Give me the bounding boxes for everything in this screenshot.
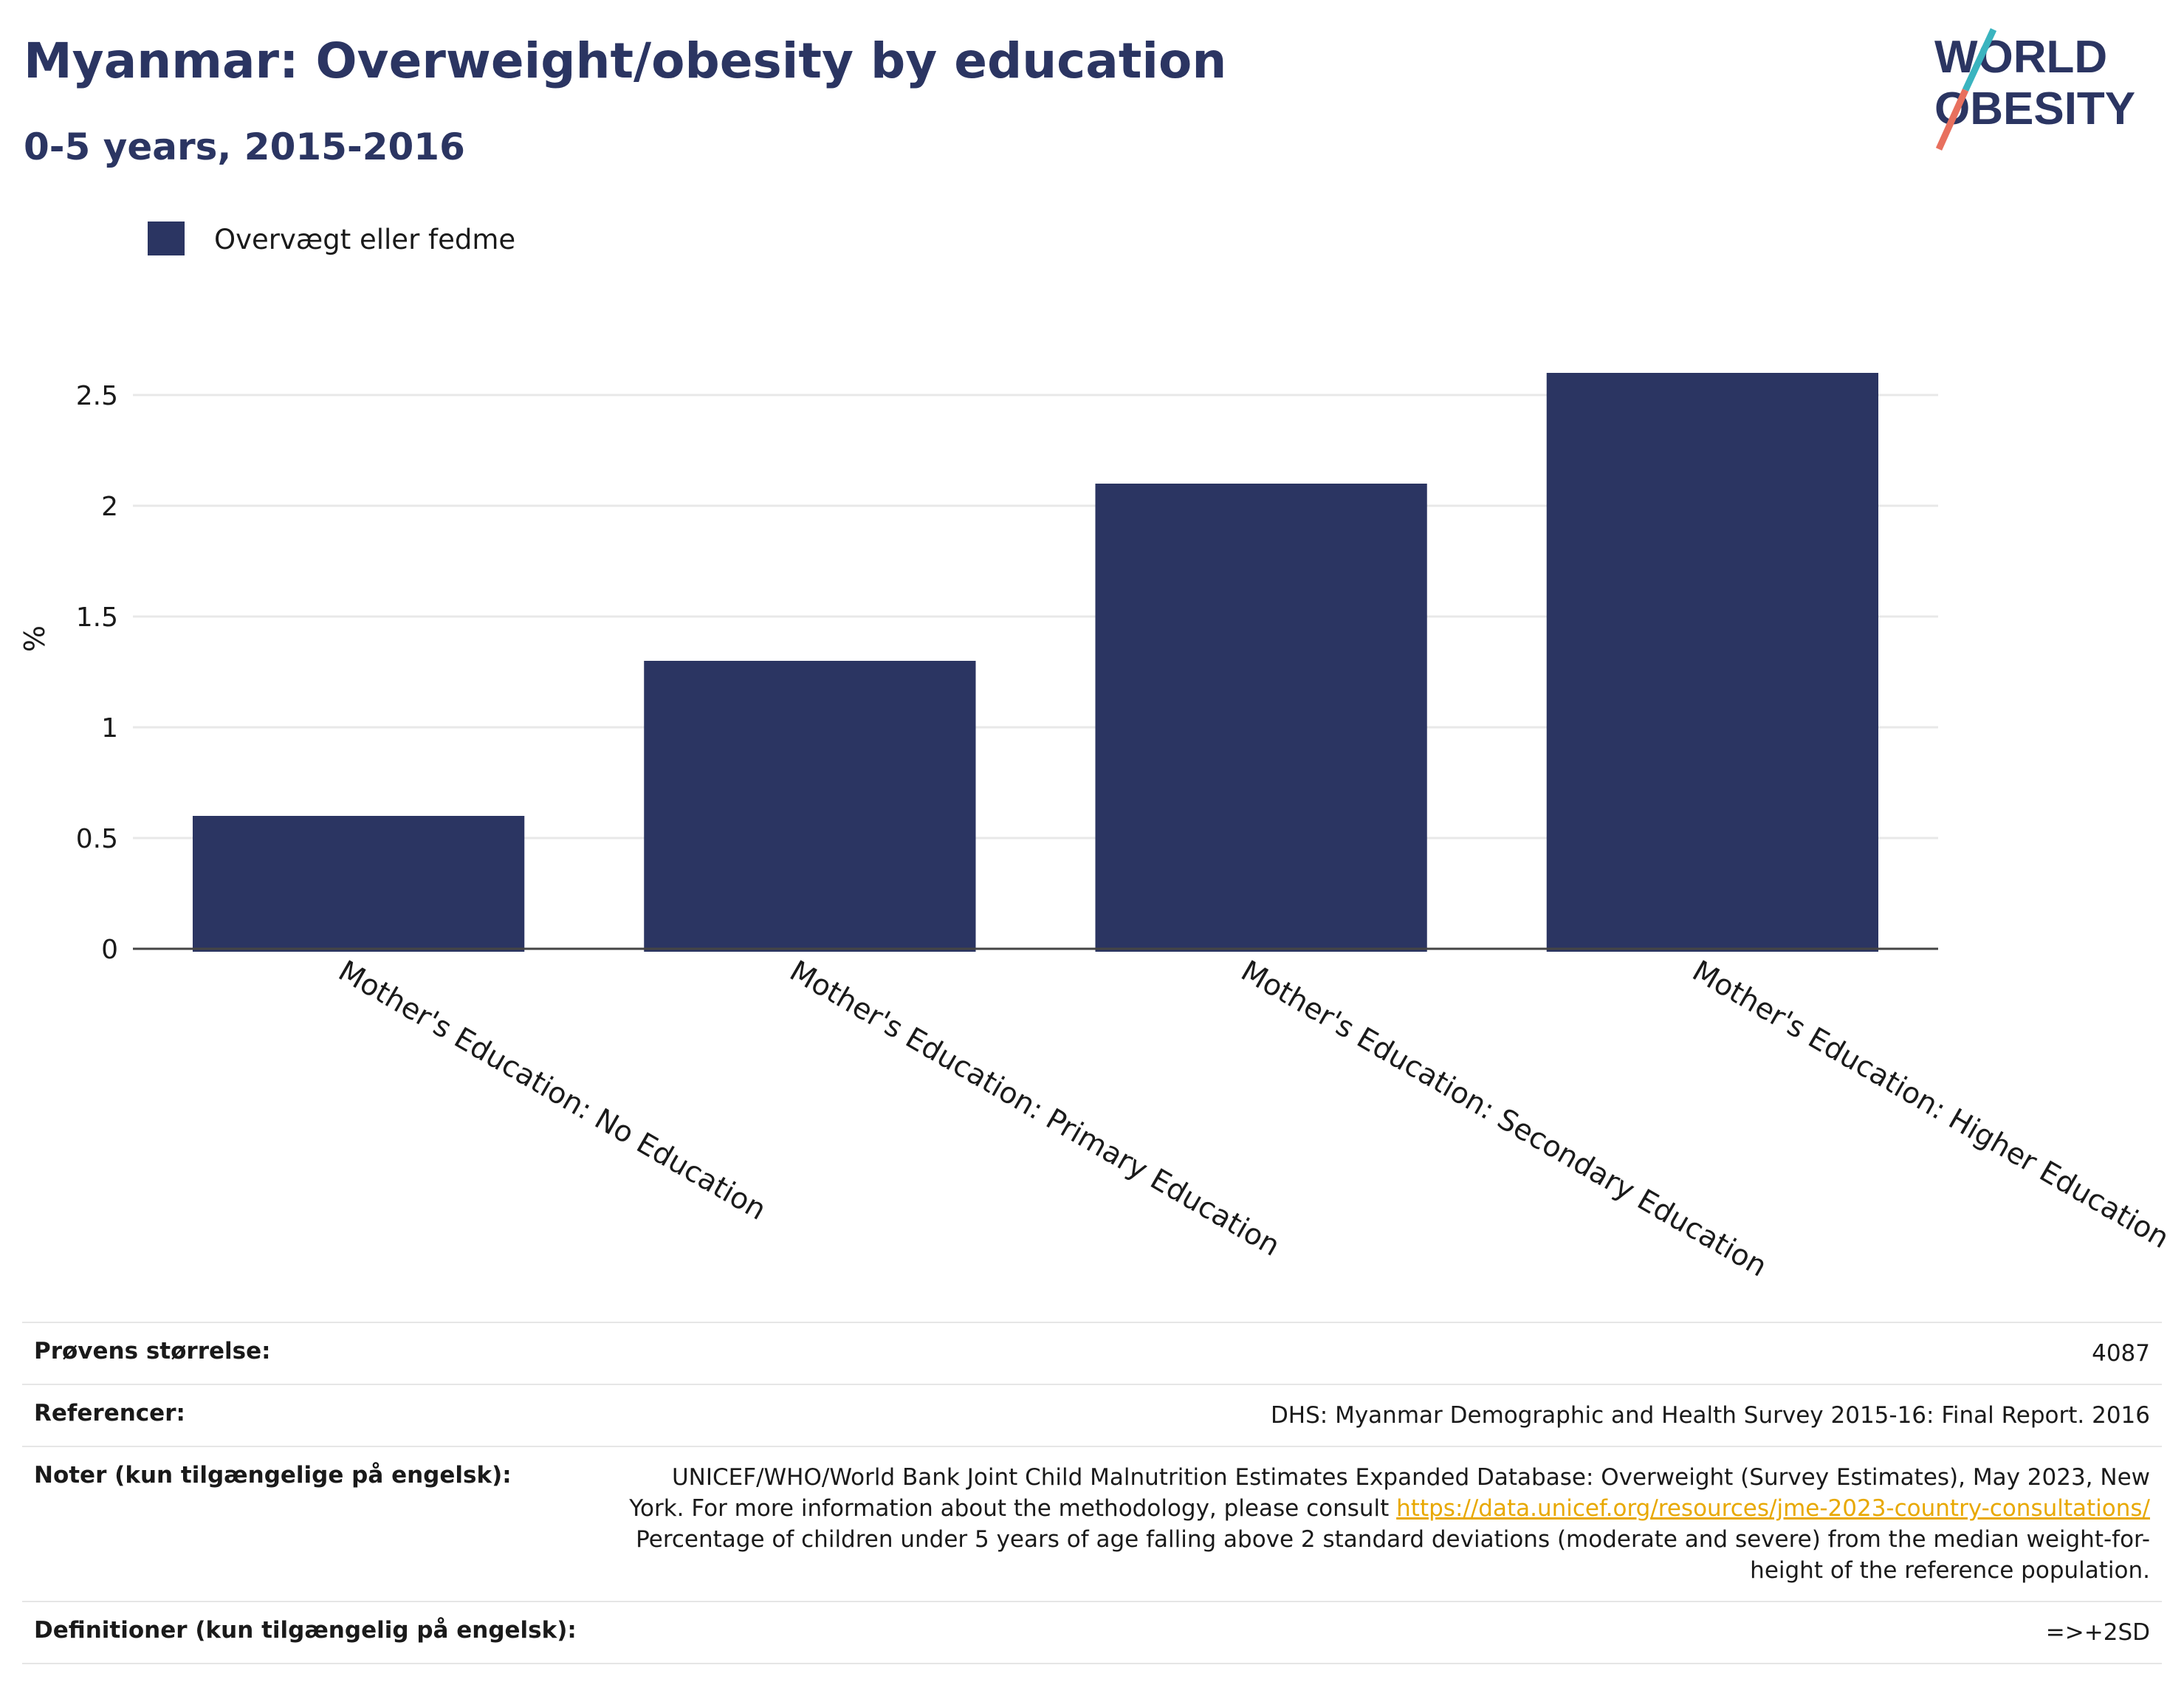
legend-label: Overvægt eller fedme <box>214 224 515 255</box>
notes-link[interactable]: https://data.unicef.org/resources/jme-20… <box>1396 1495 2150 1522</box>
y-tick-label: 2 <box>101 492 118 522</box>
bar <box>192 816 525 952</box>
y-tick-label: 1.5 <box>76 602 118 633</box>
references-label: Referencer: <box>22 1384 607 1446</box>
logo-slash-teal-icon <box>1962 28 1997 92</box>
x-tick-label: Mother's Education: Primary Education <box>784 955 1285 1263</box>
references-value: DHS: Myanmar Demographic and Health Surv… <box>607 1384 2162 1446</box>
sample-size-row: Prøvens størrelse: 4087 <box>22 1322 2162 1384</box>
bar-chart: 0 0.5 1 1.5 2 2.5 Mother's Education: No Educ… <box>18 222 2174 1284</box>
definitions-row: Definitioner (kun tilgængelig på engelsk… <box>22 1601 2162 1664</box>
world-obesity-logo: WORLD OBESITY <box>1934 28 2135 151</box>
notes-label: Noter (kun tilgængelige på engelsk): <box>22 1446 607 1601</box>
x-tick-label: Mother's Education: No Education <box>333 955 772 1227</box>
metadata-table: Prøvens størrelse: 4087 Referencer: DHS:… <box>22 1322 2162 1664</box>
notes-row: Noter (kun tilgængelige på engelsk): UNI… <box>22 1446 2162 1601</box>
notes-text-before: UNICEF/WHO/World Bank Joint Child Malnut… <box>629 1464 2150 1522</box>
legend: Overvægt eller fedme <box>148 222 515 255</box>
y-tick-label: 2.5 <box>76 381 118 411</box>
definitions-value: =>+2SD <box>607 1601 2162 1664</box>
y-tick-label: 0 <box>101 935 118 965</box>
bars <box>192 373 1879 952</box>
logo-slash-coral-icon <box>1935 89 1969 151</box>
chart-subtitle: 0-5 years, 2015-2016 <box>24 126 465 168</box>
chart-title: Myanmar: Overweight/obesity by education <box>24 32 1227 89</box>
y-tick-label: 0.5 <box>76 824 118 854</box>
notes-value: UNICEF/WHO/World Bank Joint Child Malnut… <box>607 1446 2162 1601</box>
x-tick-label: Mother's Education: Higher Education <box>1686 955 2174 1255</box>
logo-text-line1: WORLD <box>1934 32 2107 83</box>
x-tick-label: Mother's Education: Secondary Education <box>1235 955 1772 1284</box>
bar <box>1546 373 1879 952</box>
notes-text-after: Percentage of children under 5 years of … <box>636 1526 2150 1584</box>
sample-size-label: Prøvens størrelse: <box>22 1322 607 1384</box>
y-tick-label: 1 <box>101 713 118 744</box>
definitions-label: Definitioner (kun tilgængelig på engelsk… <box>22 1601 607 1664</box>
y-axis-ticks: 0 0.5 1 1.5 2 2.5 <box>76 381 118 965</box>
bar <box>644 661 976 952</box>
sample-size-value: 4087 <box>607 1322 2162 1384</box>
references-row: Referencer: DHS: Myanmar Demographic and… <box>22 1384 2162 1446</box>
bar <box>1095 484 1427 952</box>
y-axis-label: % <box>18 625 51 652</box>
legend-swatch <box>148 222 185 255</box>
x-axis-labels: Mother's Education: No Education Mother's… <box>333 955 2174 1284</box>
